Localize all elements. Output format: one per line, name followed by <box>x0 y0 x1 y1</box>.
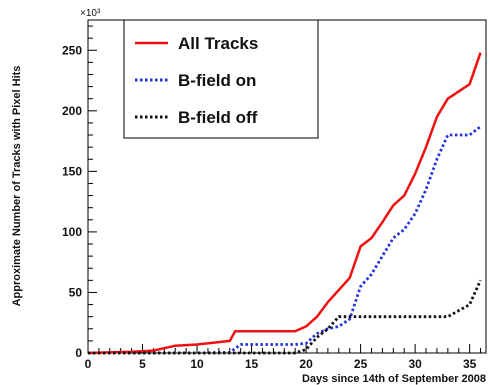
x-tick-label: 5 <box>139 357 146 371</box>
x-tick-label: 25 <box>354 357 368 371</box>
x-tick-label: 30 <box>408 357 422 371</box>
legend-label-all-tracks: All Tracks <box>178 34 258 53</box>
legend: All Tracks B-field on B-field off <box>123 19 319 139</box>
axis-ticks: 0 5 10 15 20 25 30 35 0 50 100 150 200 250 <box>62 25 482 371</box>
y-tick-label: 250 <box>62 43 82 57</box>
y-tick-label: 50 <box>69 285 83 299</box>
y-tick-label: 100 <box>62 225 82 239</box>
legend-label-b-field-off: B-field off <box>178 108 258 127</box>
series-line-all-tracks <box>87 52 482 355</box>
y-tick-label: 200 <box>62 104 82 118</box>
y-tick-label: 150 <box>62 164 82 178</box>
x-tick-label: 20 <box>299 357 313 371</box>
x-tick-label: 0 <box>85 357 92 371</box>
series-line-b-field-on <box>88 125 482 355</box>
series-line-b-field-off <box>88 279 482 355</box>
x-tick-label: 10 <box>190 357 204 371</box>
y-multiplier: ×10³ <box>80 8 101 19</box>
y-axis-title: Approximate Number of Tracks with Pixel … <box>11 66 23 307</box>
legend-label-b-field-on: B-field on <box>178 71 256 90</box>
x-tick-label: 15 <box>245 357 259 371</box>
y-tick-label: 0 <box>75 346 82 360</box>
series-layer <box>87 52 482 355</box>
x-axis-title: Days since 14th of September 2008 <box>302 373 486 385</box>
x-tick-label: 35 <box>463 357 477 371</box>
